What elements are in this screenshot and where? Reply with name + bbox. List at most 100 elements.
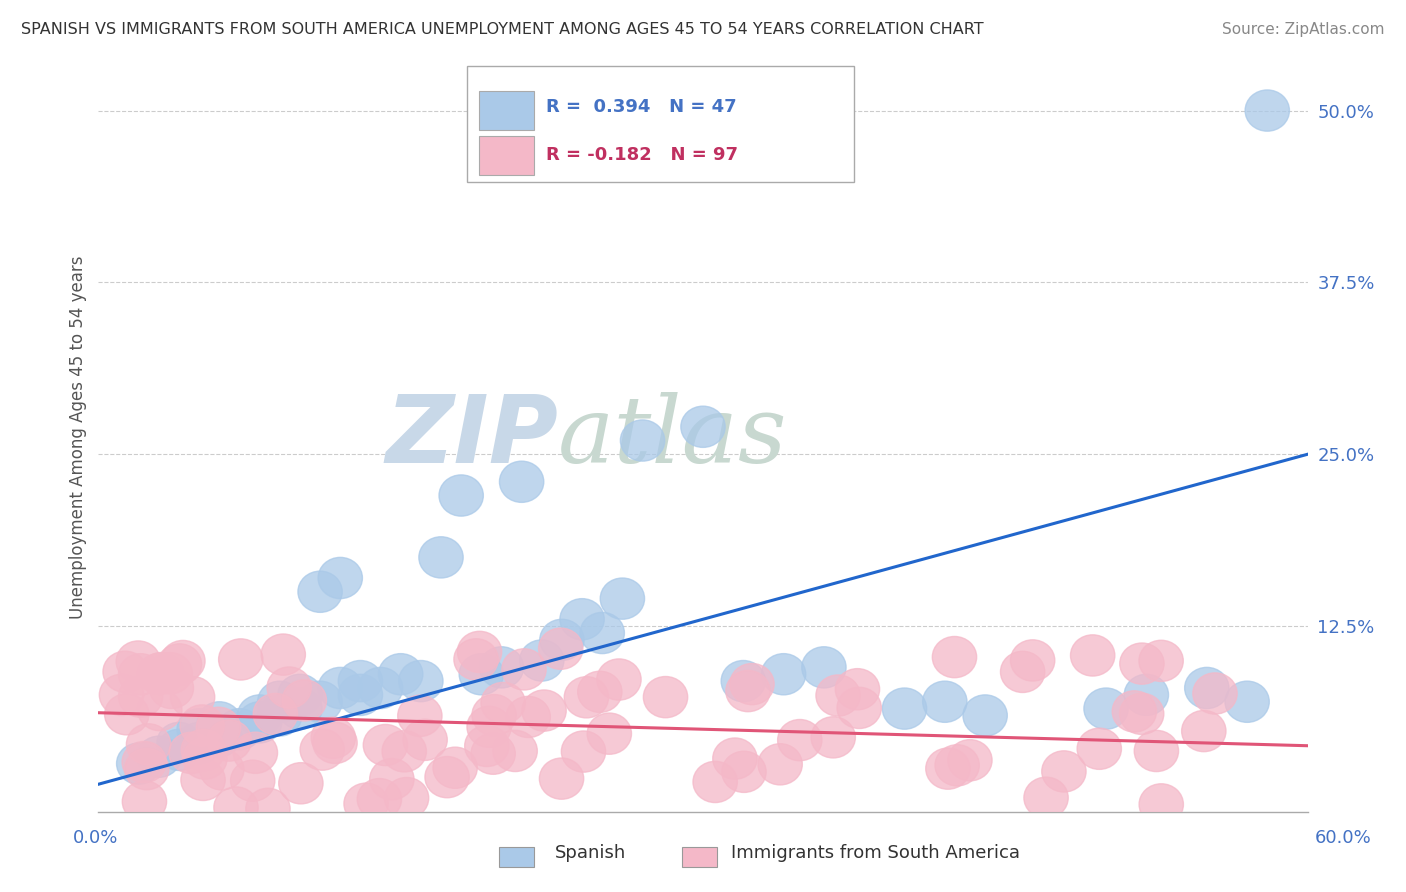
Ellipse shape [948, 739, 993, 780]
Ellipse shape [425, 756, 470, 797]
Ellipse shape [359, 667, 402, 708]
Ellipse shape [298, 571, 342, 613]
Ellipse shape [100, 674, 143, 715]
Ellipse shape [479, 647, 523, 688]
Text: Spanish: Spanish [555, 844, 627, 862]
Ellipse shape [467, 706, 512, 747]
Ellipse shape [314, 723, 357, 764]
Ellipse shape [262, 634, 305, 675]
Ellipse shape [1192, 673, 1237, 714]
Ellipse shape [233, 732, 277, 773]
Text: 0.0%: 0.0% [73, 829, 118, 847]
Ellipse shape [197, 702, 242, 743]
Ellipse shape [238, 702, 281, 743]
Ellipse shape [127, 723, 170, 765]
Ellipse shape [1125, 674, 1168, 715]
Ellipse shape [278, 674, 322, 715]
Ellipse shape [1181, 710, 1226, 752]
Ellipse shape [725, 671, 770, 712]
Ellipse shape [644, 676, 688, 718]
Ellipse shape [681, 406, 725, 448]
Ellipse shape [925, 748, 970, 789]
Ellipse shape [540, 619, 583, 660]
Ellipse shape [1119, 643, 1164, 684]
Ellipse shape [257, 695, 302, 736]
Ellipse shape [471, 733, 516, 774]
Ellipse shape [384, 778, 429, 819]
Ellipse shape [596, 659, 641, 700]
Ellipse shape [357, 779, 402, 820]
Ellipse shape [298, 681, 342, 723]
Ellipse shape [538, 628, 583, 669]
Ellipse shape [1139, 640, 1184, 681]
Ellipse shape [460, 654, 503, 695]
Ellipse shape [520, 640, 564, 681]
Ellipse shape [169, 732, 214, 773]
Ellipse shape [382, 731, 426, 772]
Ellipse shape [1024, 777, 1069, 818]
Ellipse shape [578, 671, 621, 713]
Ellipse shape [721, 660, 765, 702]
Ellipse shape [600, 578, 644, 619]
Ellipse shape [1001, 651, 1045, 692]
Ellipse shape [267, 667, 311, 708]
Ellipse shape [197, 707, 240, 748]
FancyBboxPatch shape [467, 66, 855, 182]
Ellipse shape [560, 599, 605, 640]
Ellipse shape [318, 667, 363, 708]
Ellipse shape [238, 695, 281, 736]
Ellipse shape [139, 653, 184, 694]
Ellipse shape [283, 680, 326, 721]
Ellipse shape [963, 695, 1007, 736]
Ellipse shape [811, 716, 855, 758]
Ellipse shape [200, 748, 245, 790]
Ellipse shape [801, 647, 846, 688]
FancyBboxPatch shape [479, 136, 534, 175]
Ellipse shape [758, 744, 803, 785]
Ellipse shape [540, 758, 583, 799]
Ellipse shape [177, 708, 221, 750]
Ellipse shape [693, 761, 737, 803]
Ellipse shape [932, 637, 977, 678]
Ellipse shape [231, 760, 274, 801]
Text: 60.0%: 60.0% [1315, 829, 1371, 847]
Ellipse shape [157, 730, 201, 771]
Ellipse shape [1011, 640, 1054, 681]
Ellipse shape [122, 780, 167, 822]
Ellipse shape [122, 741, 166, 782]
Ellipse shape [117, 640, 160, 682]
Ellipse shape [339, 660, 382, 702]
Ellipse shape [922, 681, 967, 723]
Ellipse shape [1070, 635, 1115, 676]
Text: R = -0.182   N = 97: R = -0.182 N = 97 [546, 145, 738, 163]
Text: ZIP: ZIP [385, 391, 558, 483]
Ellipse shape [125, 748, 169, 789]
FancyBboxPatch shape [479, 91, 534, 130]
Y-axis label: Unemployment Among Ages 45 to 54 years: Unemployment Among Ages 45 to 54 years [69, 255, 87, 619]
Ellipse shape [104, 694, 149, 735]
Ellipse shape [506, 697, 550, 738]
Ellipse shape [138, 653, 181, 694]
Ellipse shape [399, 660, 443, 702]
Ellipse shape [370, 758, 413, 800]
Ellipse shape [344, 783, 388, 824]
Ellipse shape [311, 717, 356, 758]
Ellipse shape [883, 688, 927, 730]
Ellipse shape [149, 667, 194, 708]
Ellipse shape [378, 654, 423, 695]
Ellipse shape [472, 695, 516, 736]
Ellipse shape [419, 537, 463, 578]
Text: R =  0.394   N = 47: R = 0.394 N = 47 [546, 98, 737, 116]
Ellipse shape [118, 676, 163, 717]
Ellipse shape [1077, 728, 1122, 770]
Text: Source: ZipAtlas.com: Source: ZipAtlas.com [1222, 22, 1385, 37]
Ellipse shape [253, 693, 298, 735]
Ellipse shape [502, 648, 546, 690]
Ellipse shape [730, 664, 775, 705]
Ellipse shape [457, 632, 502, 673]
Ellipse shape [257, 681, 302, 723]
Ellipse shape [778, 720, 823, 761]
Ellipse shape [1135, 731, 1178, 772]
Text: Immigrants from South America: Immigrants from South America [731, 844, 1021, 862]
Ellipse shape [170, 676, 215, 718]
